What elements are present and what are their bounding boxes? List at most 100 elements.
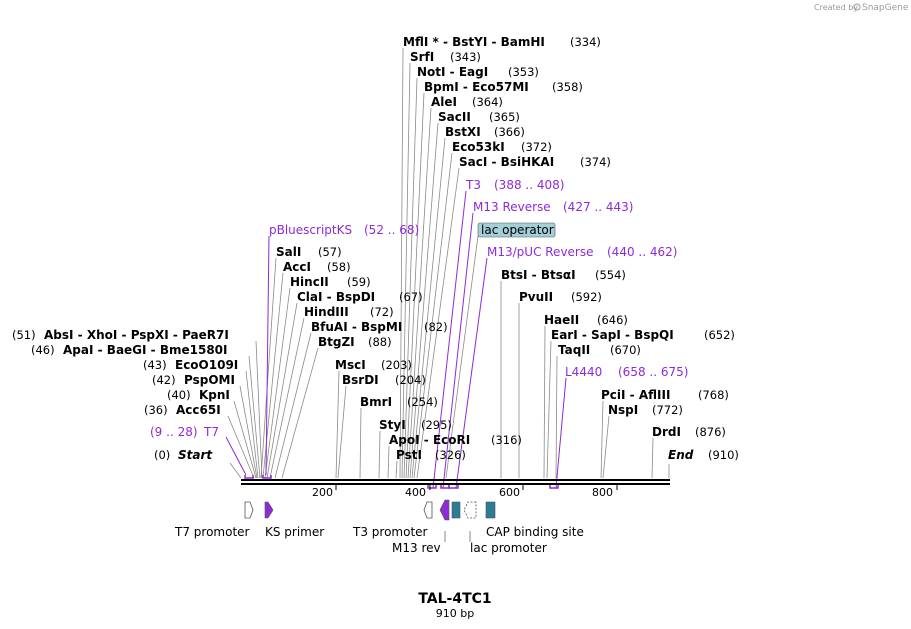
svg-text:SacII: SacII [438, 110, 471, 124]
enzyme-label: ApoI - EcoRI (316) [389, 433, 522, 447]
svg-text:(82): (82) [424, 320, 448, 334]
enzyme-label: BtgZI (88) [318, 335, 392, 349]
svg-text:(254): (254) [407, 395, 438, 409]
feature-label: M13/pUC Reverse (440 .. 462) [487, 245, 677, 259]
svg-text:PciI - AflIII: PciI - AflIII [601, 388, 670, 402]
enzyme-label: BpmI - Eco57MI (358) [424, 80, 583, 94]
svg-text:TaqII: TaqII [558, 343, 590, 357]
svg-text:(203): (203) [381, 358, 412, 372]
svg-text:HindIII: HindIII [304, 305, 349, 319]
svg-text:KpnI: KpnI [199, 388, 230, 402]
svg-text:(353): (353) [508, 65, 539, 79]
svg-text:Start: Start [178, 448, 213, 462]
snapgene-credit: Created by SnapGene [814, 3, 909, 13]
enzyme-label: HincII (59) [290, 275, 371, 289]
svg-text:(910): (910) [708, 448, 739, 462]
svg-text:ApaI - BaeGI - Bme1580I: ApaI - BaeGI - Bme1580I [63, 343, 228, 357]
svg-text:lac operator: lac operator [481, 223, 554, 237]
svg-text:(326): (326) [435, 448, 466, 462]
t3-promoter-label: T3 promoter [352, 525, 428, 539]
svg-text:(316): (316) [491, 433, 522, 447]
svg-text:PvuII: PvuII [519, 290, 553, 304]
svg-text:SalI: SalI [276, 245, 301, 259]
start-label: (0) Start [154, 448, 242, 479]
lac-operator-leader [445, 235, 479, 479]
svg-text:(43): (43) [143, 358, 167, 372]
svg-text:M13/pUC Reverse: M13/pUC Reverse [487, 245, 594, 259]
ks-primer-label: KS primer [265, 525, 324, 539]
svg-text:(658 .. 675): (658 .. 675) [618, 365, 688, 379]
feature-label: (9 .. 28) T7 [150, 425, 219, 439]
feature-range-marks [244, 475, 559, 489]
enzyme-label: BsrDI (204) [342, 373, 426, 387]
svg-text:(51): (51) [12, 328, 36, 342]
enzyme-label: Eco53kI (372) [452, 140, 552, 154]
svg-text:(57): (57) [318, 245, 342, 259]
svg-text:(9 .. 28): (9 .. 28) [150, 425, 198, 439]
svg-text:Eco53kI: Eco53kI [452, 140, 505, 154]
svg-text:(652): (652) [704, 328, 735, 342]
svg-text:(646): (646) [597, 313, 628, 327]
svg-text:(334): (334) [570, 35, 601, 49]
svg-text:SacI - BsiHKAI: SacI - BsiHKAI [459, 155, 554, 169]
svg-text:HaeII: HaeII [544, 313, 579, 327]
enzyme-label: (51) AbsI - XhoI - PspXI - PaeR7I [12, 328, 229, 342]
ks-primer-arrow-icon [264, 501, 274, 519]
enzyme-label: (42) PspOMI [152, 373, 235, 387]
svg-text:(365): (365) [489, 110, 520, 124]
lac-operator-badge: lac operator [477, 222, 556, 238]
svg-text:BtsI - BtsαI: BtsI - BtsαI [501, 268, 576, 282]
enzyme-label: PvuII (592) [519, 290, 602, 304]
svg-text:MflI * - BstYI - BamHI: MflI * - BstYI - BamHI [403, 35, 545, 49]
svg-text:DrdI: DrdI [652, 425, 681, 439]
enzyme-label: PstI (326) [396, 448, 466, 462]
svg-text:(358): (358) [552, 80, 583, 94]
credit-prefix: Created by [814, 3, 858, 12]
svg-text:(36): (36) [144, 403, 168, 417]
enzyme-label: TaqII (670) [558, 343, 641, 357]
svg-text:(67): (67) [399, 290, 423, 304]
enzyme-label: NspI (772) [608, 403, 683, 417]
enzyme-label: (46) ApaI - BaeGI - Bme1580I [31, 343, 228, 357]
enzyme-label: MflI * - BstYI - BamHI (334) [403, 35, 601, 49]
enzyme-label: ClaI - BspDI (67) [297, 290, 423, 304]
t7-promoter-label: T7 promoter [174, 525, 250, 539]
svg-text:(364): (364) [472, 95, 503, 109]
svg-text:(40): (40) [167, 388, 191, 402]
svg-text:(88): (88) [368, 335, 392, 349]
svg-text:Acc65I: Acc65I [176, 403, 221, 417]
enzyme-label: BfuAI - BspMI (82) [311, 320, 448, 334]
svg-text:(772): (772) [652, 403, 683, 417]
feature-label-leaders [444, 531, 471, 542]
enzyme-label: BstXI (366) [445, 125, 525, 139]
feature-label: pBluescriptKS (52 .. 68) [269, 223, 419, 237]
enzyme-label: (36) Acc65I [144, 403, 221, 417]
svg-text:SrfI: SrfI [410, 50, 434, 64]
svg-text:(768): (768) [698, 388, 729, 402]
enzyme-label: SacII (365) [438, 110, 520, 124]
svg-text:AbsI - XhoI - PspXI - Pa: AbsI - XhoI - PspXI - PaeR7I [44, 328, 229, 342]
enzyme-label: SrfI (343) [410, 50, 481, 64]
svg-text:MscI: MscI [335, 358, 366, 372]
svg-text:AccI: AccI [283, 260, 311, 274]
enzyme-label: AccI (58) [283, 260, 351, 274]
feature-label: T3 (388 .. 408) [465, 178, 564, 192]
lac-promoter-label: lac promoter [470, 541, 547, 555]
enzyme-label: NotI - EagI (353) [417, 65, 539, 79]
enzyme-label: MscI (203) [335, 358, 412, 372]
snapgene-logo-icon [853, 3, 861, 11]
enzyme-label: AleI (364) [431, 95, 503, 109]
svg-text:BsrDI: BsrDI [342, 373, 379, 387]
enzyme-label: PciI - AflIII (768) [601, 388, 729, 402]
plasmid-length: 910 bp [436, 607, 474, 620]
svg-text:HincII: HincII [290, 275, 329, 289]
svg-text:BfuAI - BspMI: BfuAI - BspMI [311, 320, 402, 334]
svg-text:PstI: PstI [396, 448, 422, 462]
t3-promoter-arrow-icon [423, 501, 433, 519]
enzyme-label: EarI - SapI - BspQI (652) [551, 328, 735, 342]
svg-text:(374): (374) [580, 155, 611, 169]
svg-text:(59): (59) [347, 275, 371, 289]
svg-text:T3: T3 [465, 178, 481, 192]
enzyme-label: BmrI (254) [360, 395, 438, 409]
svg-text:T7: T7 [203, 425, 219, 439]
